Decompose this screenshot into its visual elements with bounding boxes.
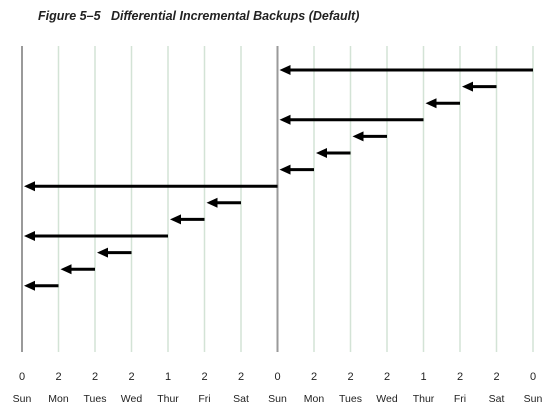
backup-level-label: 2 <box>457 371 463 383</box>
day-label: Thur <box>157 393 179 405</box>
arrowhead <box>24 231 35 241</box>
backup-arrow <box>352 131 387 142</box>
backup-level-label: 2 <box>493 371 499 383</box>
day-label: Wed <box>376 393 398 405</box>
day-label: Mon <box>304 393 325 405</box>
backup-level-label: 2 <box>128 371 134 383</box>
day-label: Sun <box>524 393 543 405</box>
day-label: Fri <box>454 393 466 405</box>
backup-level-label: 2 <box>92 371 98 383</box>
backup-arrow <box>462 81 497 92</box>
backup-level-label: 2 <box>55 371 61 383</box>
day-labels: 0 Sun 2 Mon 2 Tues 2 Wed 1 Thur 2 Fri 2 Sat 0 Sun 2 Mon 2 T… <box>13 371 543 405</box>
arrowhead <box>279 65 291 75</box>
backup-arrow <box>206 197 241 208</box>
backup-arrow <box>316 148 351 158</box>
backup-level-label: 0 <box>274 371 280 383</box>
day-gridlines <box>21 46 534 352</box>
backup-level-label: 0 <box>19 371 25 383</box>
backup-level-label: 2 <box>347 371 353 383</box>
backup-arrow <box>279 164 314 175</box>
day-label: Fri <box>198 393 210 405</box>
backup-level-label: 2 <box>238 371 244 383</box>
backup-level-label: 1 <box>420 371 426 383</box>
day-label: Sun <box>13 393 32 405</box>
backup-level-label: 2 <box>384 371 390 383</box>
figure-title: Figure 5–5 Differential Incremental Back… <box>38 9 360 23</box>
backup-arrow <box>279 114 424 125</box>
arrowhead <box>24 181 35 192</box>
backup-arrow <box>279 65 533 75</box>
arrowhead <box>170 214 181 225</box>
day-label: Thur <box>413 393 435 405</box>
day-label: Wed <box>121 393 143 405</box>
backup-arrow <box>97 247 132 258</box>
day-label: Sat <box>233 393 249 405</box>
day-label: Sat <box>489 393 505 405</box>
day-label: Tues <box>84 393 107 405</box>
arrowhead <box>352 131 364 142</box>
backup-arrow <box>425 98 460 109</box>
backup-arrow <box>24 280 59 291</box>
arrowhead <box>316 148 327 158</box>
backup-arrow <box>24 231 168 241</box>
arrowhead <box>60 264 72 275</box>
arrowhead <box>279 114 291 125</box>
day-label: Mon <box>48 393 69 405</box>
backup-level-label: 0 <box>530 371 536 383</box>
arrowhead <box>425 98 437 109</box>
arrowhead <box>24 280 35 291</box>
arrowhead <box>97 247 108 258</box>
arrowhead <box>462 81 473 92</box>
arrowhead <box>279 164 291 175</box>
backup-level-label: 1 <box>165 371 171 383</box>
day-label: Sun <box>268 393 287 405</box>
backup-arrow <box>60 264 95 275</box>
arrowhead <box>206 197 218 208</box>
backup-level-label: 2 <box>311 371 317 383</box>
backup-arrow <box>24 181 278 192</box>
backup-arrow <box>170 214 205 225</box>
backup-level-label: 2 <box>201 371 207 383</box>
backup-arrows <box>24 65 533 291</box>
day-label: Tues <box>339 393 362 405</box>
